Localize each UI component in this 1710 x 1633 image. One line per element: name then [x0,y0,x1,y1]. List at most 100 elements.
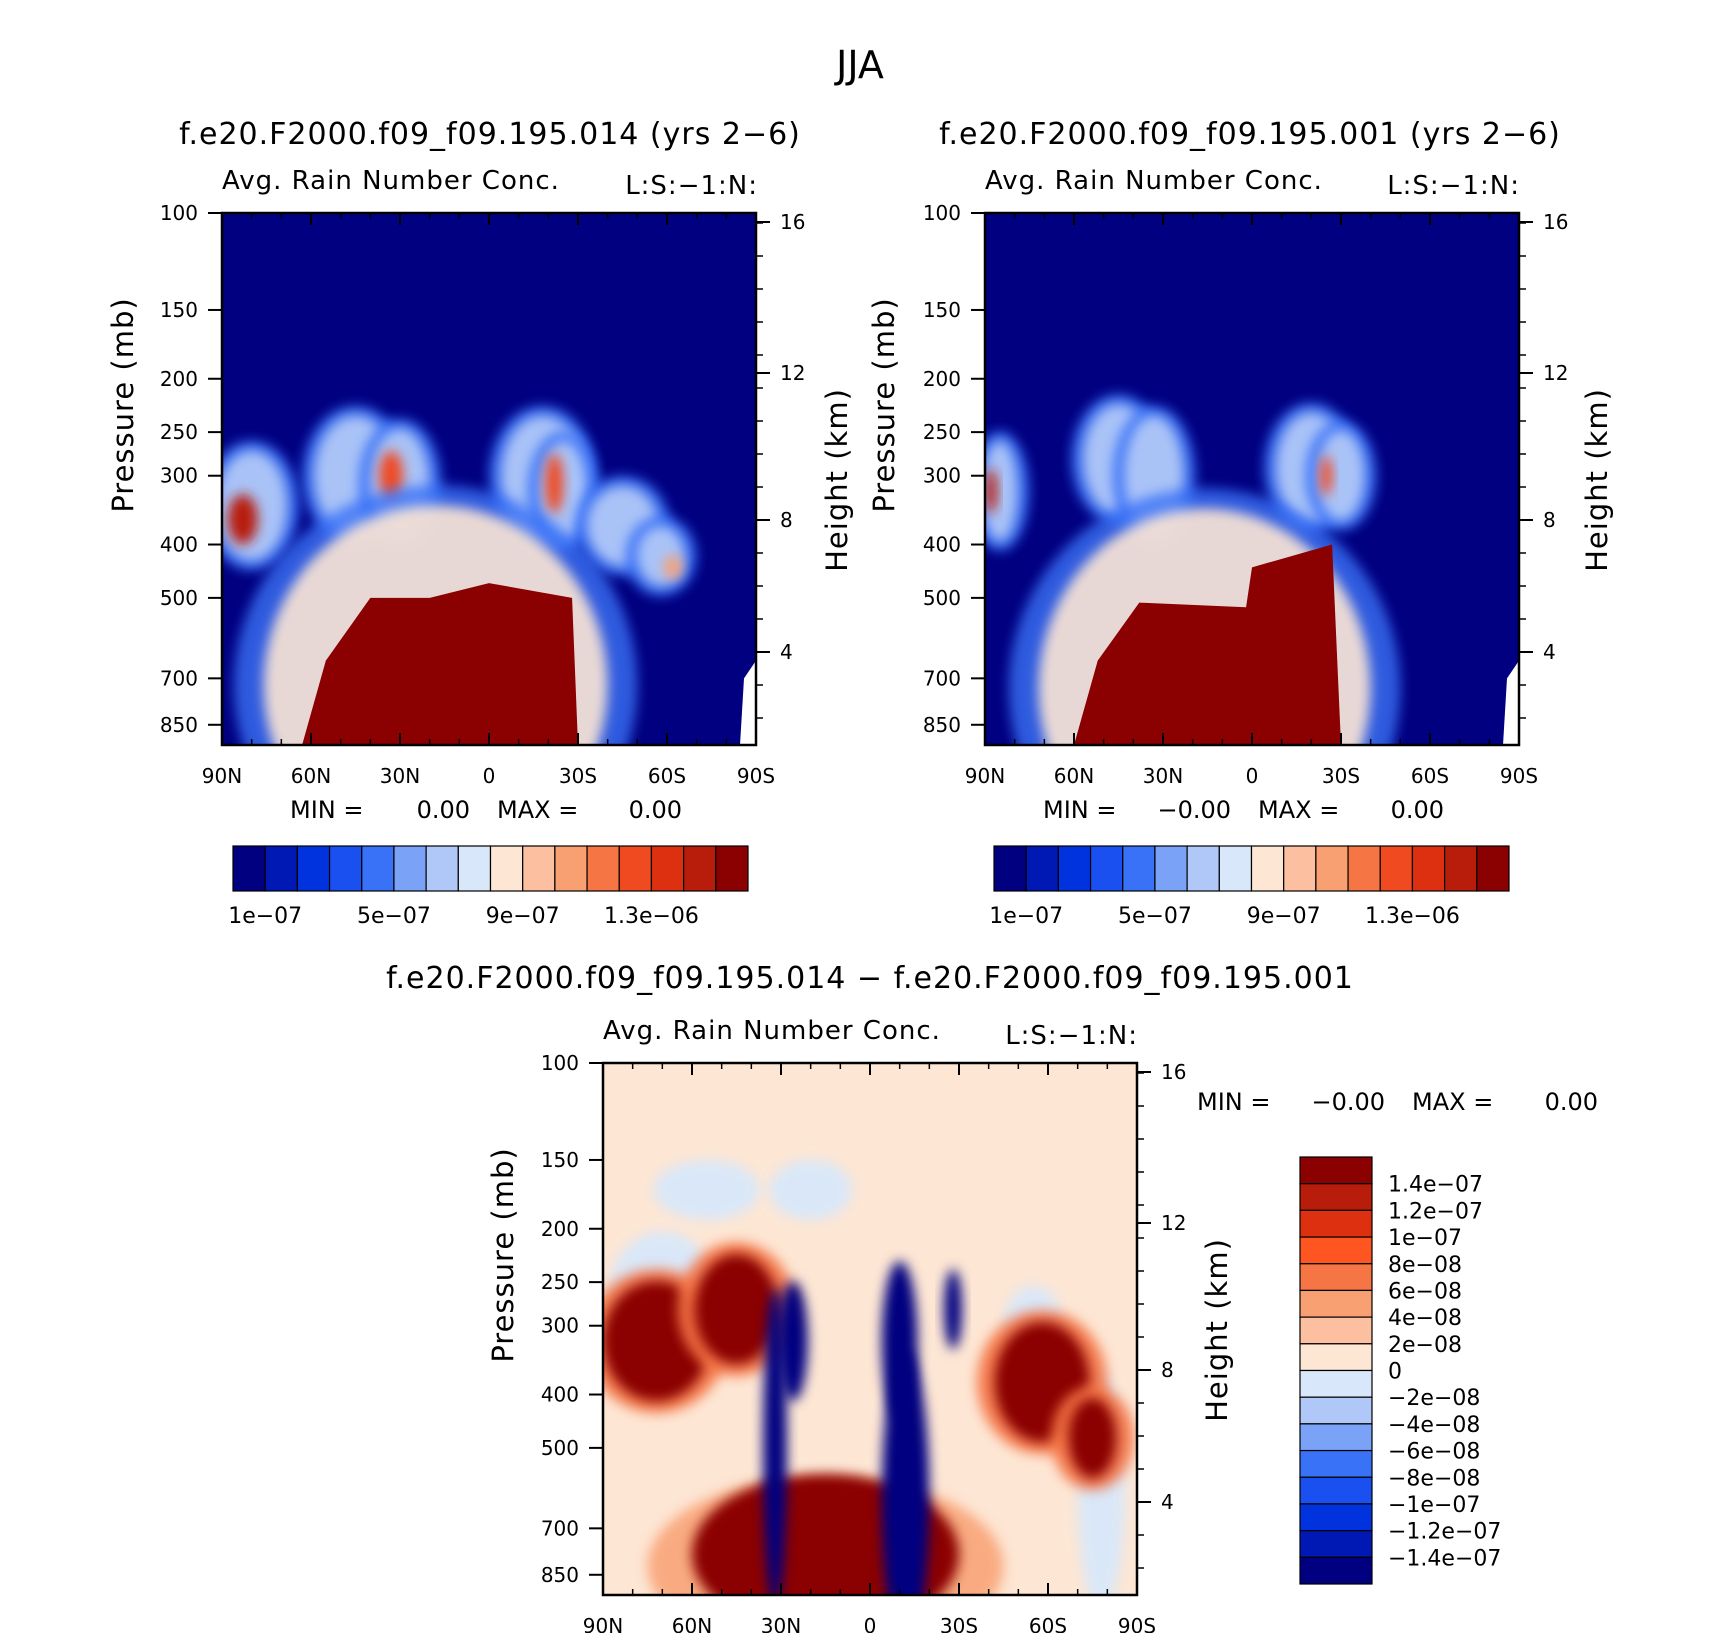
colorbar-swatch [1299,1503,1373,1532]
x-tick-label: 60S [1411,764,1449,788]
colorbar-tick-label: 1.3e−06 [1365,904,1460,929]
upper-core [545,453,564,514]
colorbar-swatch [1057,845,1092,892]
max-label-case2: MAX = [1258,796,1339,824]
weak-negative [769,1159,853,1220]
colorbar-swatch [1347,845,1381,892]
boundary-layer-maximum [1074,544,1341,745]
min-value-diff: −0.00 [1311,1088,1385,1116]
colorbar-tick-label: 0 [1388,1360,1402,1385]
colorbar-swatch [715,845,749,892]
colorbar-swatch [1299,1423,1373,1452]
y-tick-label: 400 [923,533,961,557]
ylabel-left-case1: Pressure (mb) [106,297,140,512]
y-tick-label: 300 [160,464,198,488]
max-label-diff: MAX = [1412,1088,1493,1116]
colorbar-tick-label: 1e−07 [989,904,1063,929]
colorbar-swatch [683,845,717,892]
colorbar-swatch [586,845,620,892]
colorbar-swatch [489,845,524,892]
ylabel-right-diff: Height (km) [1200,1238,1234,1422]
y-tick-label: 150 [541,1148,579,1172]
colorbar-swatch [650,845,685,892]
colorbar-tick-label: −1.4e−07 [1388,1546,1501,1571]
x-tick-label: 60N [672,1614,712,1633]
colorbar-swatch [1299,1289,1373,1318]
y-tick-label: 200 [541,1217,579,1241]
x-tick-label: 30N [380,764,420,788]
y-tick-label: 500 [541,1436,579,1460]
y-tick-label: 400 [160,533,198,557]
y-tick-label: 100 [923,201,961,225]
y-right-tick-label: 4 [1543,640,1556,664]
colorbar-swatch [1299,1183,1373,1211]
colorbar-tick-label: 8e−08 [1388,1253,1462,1278]
colorbar-swatch [1299,1316,1373,1345]
colorbar-swatch [1299,1476,1373,1505]
colorbar-swatch [1154,845,1188,892]
figure-title: JJA [834,43,884,87]
min-value-case2: −0.00 [1157,796,1231,824]
x-tick-label: 90S [1500,764,1538,788]
x-tick-label: 60S [1029,1614,1067,1633]
colorbar-case2: 1e−07 5e−07 9e−07 1.3e−06 [989,845,1510,929]
x-tick-label: 0 [483,764,496,788]
min-value-case1: 0.00 [417,796,470,824]
negative-core [778,1281,808,1402]
x-tick-label: 0 [1246,764,1259,788]
positive-upper [694,1254,779,1365]
y-tick-label: 500 [160,586,198,610]
colorbar-tick-label: 1.2e−07 [1388,1199,1483,1224]
max-value-case1: 0.00 [629,796,682,824]
colorbar-tick-label: 5e−07 [357,904,431,929]
y-tick-label: 700 [541,1516,579,1540]
min-label-diff: MIN = [1197,1088,1270,1116]
colorbar-swatch [393,845,427,892]
colorbar-swatch [1122,845,1156,892]
colorbar-tick-label: 1.4e−07 [1388,1173,1483,1198]
colorbar-swatch [1299,1369,1373,1398]
y-tick-label: 100 [160,201,198,225]
colorbar-tick-label: −1.2e−07 [1388,1520,1501,1545]
x-tick-label: 90N [583,1614,623,1633]
colorbar-swatch [1476,845,1510,892]
upper-core [379,450,403,501]
x-tick-label: 90N [202,764,242,788]
colorbar-tick-label: −1e−07 [1388,1493,1480,1518]
colorbar-swatch [1089,845,1124,892]
y-tick-label: 500 [923,586,961,610]
min-label-case2: MIN = [1043,796,1116,824]
y-right-tick-label: 12 [780,361,805,385]
upper-core [227,494,258,545]
colorbar-swatch [1411,845,1446,892]
y-tick-label: 300 [923,464,961,488]
y-right-tick-label: 12 [1543,361,1568,385]
colorbar-swatch [1299,1236,1373,1265]
colorbar-swatch [1299,1263,1373,1292]
colorbar-tick-label: −4e−08 [1388,1413,1480,1438]
colorbar-swatch [425,845,459,892]
upper-plume [1317,430,1365,521]
colorbar-tick-label: 4e−08 [1388,1306,1462,1331]
colorbar-diff: 1.4e−071.2e−071e−078e−086e−084e−082e−080… [1299,1156,1501,1585]
variable-label-case2: Avg. Rain Number Conc. [985,166,1323,196]
y-tick-label: 200 [160,367,198,391]
max-label-case1: MAX = [497,796,578,824]
colorbar-tick-label: 9e−07 [1247,904,1321,929]
y-tick-label: 850 [541,1563,579,1587]
min-label-case1: MIN = [290,796,363,824]
colorbar-swatch [457,845,492,892]
colorbar-swatch [1025,845,1059,892]
ylabel-left-case2: Pressure (mb) [867,297,901,512]
y-tick-label: 700 [160,666,198,690]
colorbar-swatch [993,845,1027,892]
colorbar-swatch [522,845,556,892]
colorbar-swatch [1186,845,1220,892]
colorbar-swatch [554,845,588,892]
ylabel-right-case2: Height (km) [1580,388,1614,572]
colorbar-swatch [1299,1156,1373,1185]
upper-core [664,555,682,580]
upper-plume [985,441,1018,542]
y-tick-label: 250 [541,1270,579,1294]
